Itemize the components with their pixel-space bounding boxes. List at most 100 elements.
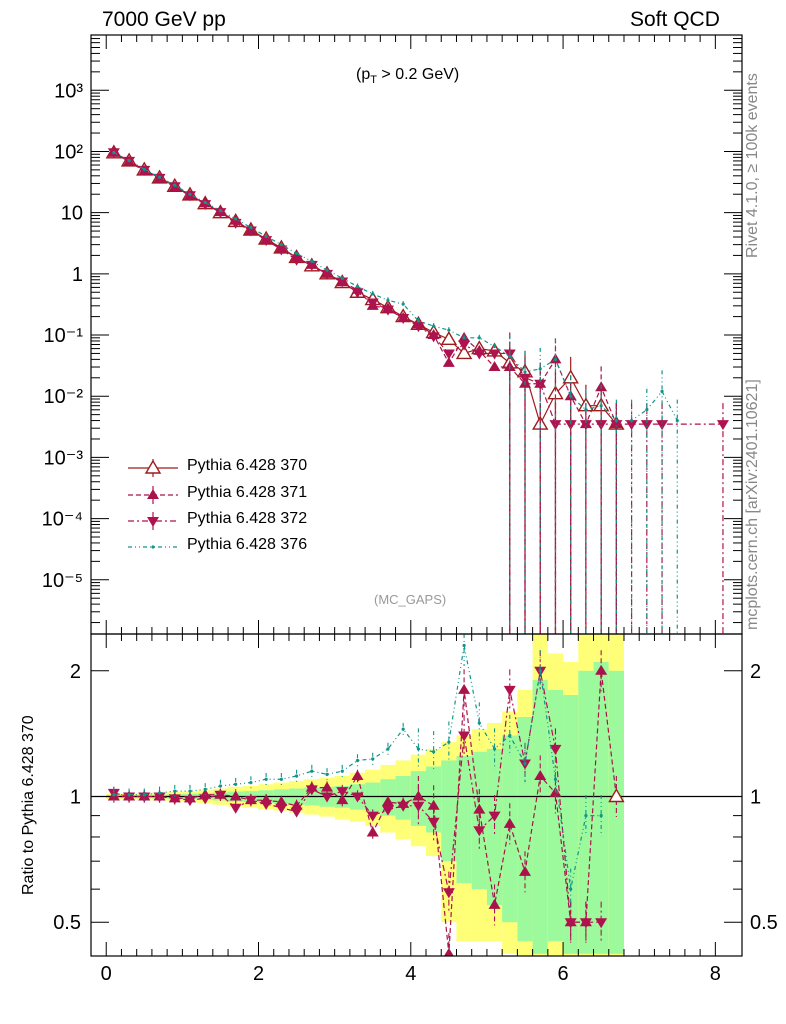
cut-label: (pT > 0.2 GeV) (356, 66, 459, 86)
green-band-bin (441, 760, 457, 862)
data-point (427, 332, 440, 343)
ratio-y-tick-label: 1 (70, 787, 81, 809)
data-point (442, 349, 455, 360)
ratio-point (599, 814, 603, 818)
ratio-point (442, 888, 455, 899)
data-point (440, 330, 458, 346)
y-tick-label: 10⁻² (44, 386, 84, 408)
data-point (488, 361, 501, 372)
ratio-point (503, 817, 516, 828)
cut-label-sub: T (370, 74, 377, 87)
ratio-point (325, 772, 329, 776)
data-point (432, 324, 436, 328)
cut-label-pre: (p (356, 66, 371, 83)
data-point (381, 305, 394, 316)
data-point (371, 292, 375, 296)
ratio-point (538, 669, 542, 673)
ratio-point (443, 947, 454, 956)
legend-marks (128, 459, 178, 549)
data-point (173, 183, 177, 187)
series-line-1 (113, 152, 617, 426)
ratio-point (183, 796, 196, 807)
ratio-series (91, 634, 742, 956)
x-tick-label: 2 (253, 963, 264, 985)
data-point (275, 245, 288, 256)
data-point (564, 420, 577, 431)
green-band-bin (426, 766, 442, 833)
series-line-0 (113, 152, 617, 426)
cut-label-post: > 0.2 GeV) (376, 66, 460, 83)
data-point (458, 340, 471, 351)
ratio-point (112, 793, 116, 797)
series-line-3 (113, 152, 678, 422)
ratio-point (336, 794, 349, 805)
y-tick-label: 10 (61, 203, 83, 225)
green-band-bin (456, 756, 472, 884)
ratio-point (229, 790, 242, 801)
data-point (614, 418, 618, 423)
data-point (447, 328, 451, 332)
y-tick-label: 10⁻⁴ (42, 509, 83, 531)
data-point (675, 418, 679, 423)
ratio-point (473, 826, 486, 837)
data-point (579, 420, 592, 431)
ratio-point (595, 664, 608, 675)
ratio-point (564, 918, 577, 929)
legend-label-372: Pythia 6.428 372 (187, 510, 308, 527)
ratio-point (477, 721, 481, 725)
data-point (157, 175, 162, 179)
ratio-point (401, 727, 405, 731)
green-band-bin (532, 680, 548, 954)
frames (90, 34, 743, 957)
data-point (294, 251, 299, 256)
data-point (553, 357, 558, 361)
data-point (523, 370, 527, 374)
ratio-y-tick-label-right: 2 (750, 661, 761, 683)
legend-marker-0 (144, 459, 162, 474)
x-tick-label: 6 (558, 963, 569, 985)
y-tick-label: 10³ (54, 80, 83, 102)
data-point (640, 420, 653, 431)
ratio-point (290, 807, 303, 818)
ratio-point (199, 794, 212, 805)
ratio-point (508, 733, 512, 738)
y-tick-label: 1 (72, 264, 83, 286)
data-point (234, 217, 238, 221)
x-tick-label: 8 (710, 963, 721, 985)
data-point (127, 158, 131, 163)
data-point (629, 418, 634, 423)
ratio-point (534, 769, 547, 780)
data-point (325, 268, 329, 272)
header-right: Soft QCD (630, 8, 720, 31)
ratio-point (351, 792, 364, 803)
ratio-line-1 (113, 670, 617, 954)
y-tick-label: 10⁻⁵ (42, 570, 83, 592)
main-frame (90, 34, 743, 635)
ratio-point (351, 769, 364, 780)
ratio-point (294, 774, 299, 778)
ratio-point (340, 769, 344, 773)
legend-label-376: Pythia 6.428 376 (187, 536, 308, 553)
data-point (412, 322, 425, 333)
green-band-bin (563, 695, 579, 954)
y-tick-label: 10⁻³ (44, 447, 84, 469)
data-point (538, 367, 542, 371)
header-left: 7000 GeV pp (102, 8, 226, 31)
series-line-2 (113, 151, 723, 425)
data-point (183, 191, 196, 202)
ratio-point (492, 747, 497, 751)
data-point (534, 379, 547, 390)
ratio-point (579, 918, 592, 929)
ratio-point (412, 801, 425, 812)
ratio-point (244, 796, 257, 807)
x-tick-label: 0 (101, 963, 112, 985)
legend-label-370: Pythia 6.428 370 (187, 457, 308, 474)
data-point (279, 243, 283, 247)
data-point (656, 420, 669, 431)
data-point (351, 288, 364, 299)
ratio-y-tick-label: 0.5 (53, 912, 81, 934)
data-point (416, 319, 421, 323)
ratio-point (371, 757, 375, 761)
data-point (244, 226, 257, 237)
data-point (214, 208, 227, 219)
